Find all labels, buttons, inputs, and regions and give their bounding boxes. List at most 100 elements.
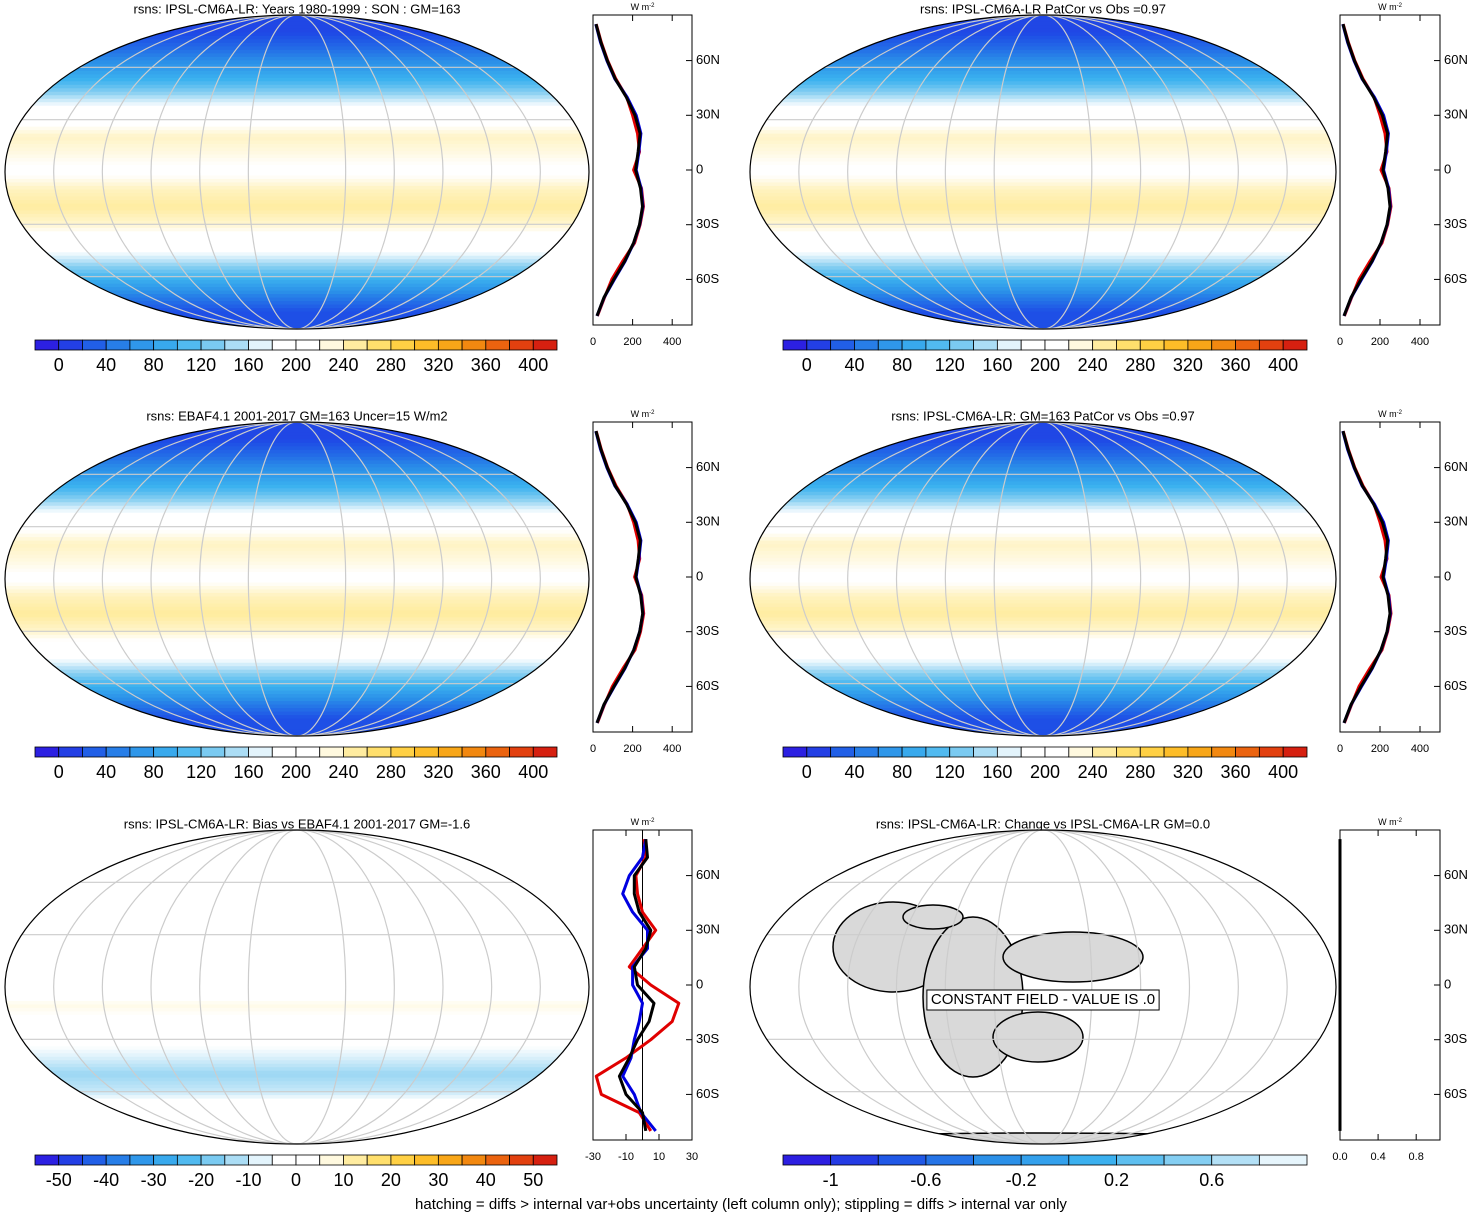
zonal-band xyxy=(750,477,1336,482)
zonal-band xyxy=(5,481,589,486)
land xyxy=(1002,931,1144,983)
zonal-band xyxy=(5,547,589,552)
zonal-band xyxy=(5,1102,589,1107)
zonal-band xyxy=(750,137,1336,142)
zonal-band xyxy=(5,460,589,465)
colorbar-label: -0.6 xyxy=(910,1170,941,1190)
zonal-band xyxy=(750,442,1336,448)
zonal-band xyxy=(5,165,589,170)
zonal-band xyxy=(5,857,589,862)
y-tick-label: 30N xyxy=(1444,922,1468,937)
x-tick-label: 0.8 xyxy=(1409,1151,1424,1163)
zonal-band xyxy=(750,537,1336,542)
unit-label: W m-2 xyxy=(1378,409,1402,419)
unit-exp: -2 xyxy=(649,410,655,416)
zonal-band xyxy=(750,301,1336,306)
colorbar-box xyxy=(390,746,416,758)
x-tick-label: 200 xyxy=(1371,743,1389,755)
x-tick-label: -30 xyxy=(585,1151,601,1163)
zonal-band xyxy=(5,67,589,72)
y-tick-label: 60N xyxy=(1444,52,1468,67)
zonal-band xyxy=(5,585,589,591)
zonal-band xyxy=(750,133,1336,138)
meridian xyxy=(247,830,347,1144)
zonal-band xyxy=(5,56,589,61)
zonal-band xyxy=(5,1095,589,1100)
y-tick-label: 60N xyxy=(1444,459,1468,474)
zonal-band xyxy=(750,481,1336,486)
colorbar-label: 320 xyxy=(1173,762,1203,782)
zonal-band xyxy=(5,477,589,482)
zonal-band xyxy=(5,711,589,716)
zonal-band xyxy=(5,266,589,271)
colorbar-label: 360 xyxy=(471,762,501,782)
zonal-band xyxy=(5,467,589,472)
zonal-band xyxy=(750,502,1336,507)
zonal-band xyxy=(750,297,1336,302)
colorbar-label: 120 xyxy=(935,355,965,375)
colorbar-box xyxy=(58,1154,83,1166)
zonal-band xyxy=(750,694,1336,699)
colorbar-label: 160 xyxy=(234,355,264,375)
zonal-band xyxy=(750,683,1336,688)
zonal-band xyxy=(750,185,1336,191)
zonal-band xyxy=(5,182,589,187)
meridian xyxy=(101,422,493,736)
colorbar-box xyxy=(1020,1154,1070,1166)
zonal-band xyxy=(5,116,589,121)
zonal-band xyxy=(750,579,1336,584)
zonal-band xyxy=(750,422,1336,427)
panel-title: rsns: IPSL-CM6A-LR: Bias vs EBAF4.1 2001… xyxy=(124,816,470,831)
y-tick-label: 0 xyxy=(1444,161,1451,176)
zonal-band xyxy=(750,435,1336,441)
colorbar-label: 50 xyxy=(523,1170,543,1190)
zonal-band xyxy=(750,308,1336,313)
zonal-band xyxy=(5,294,589,299)
zonal-band xyxy=(5,896,589,901)
zonal-band xyxy=(5,474,589,479)
zonal-band xyxy=(5,941,589,946)
zonal-band xyxy=(5,634,589,639)
zonal-band xyxy=(5,715,589,720)
land xyxy=(902,904,964,930)
zonal-band xyxy=(750,63,1336,68)
zonal-band xyxy=(5,697,589,702)
zonal-band xyxy=(5,645,589,650)
zonal-band xyxy=(750,158,1336,163)
colorbar-box xyxy=(414,339,439,351)
zonal-band xyxy=(750,231,1336,236)
colorbar-box xyxy=(1211,1154,1260,1166)
zonal-band xyxy=(5,1053,589,1058)
colorbar-box xyxy=(295,339,321,351)
zonal-band xyxy=(5,830,589,835)
colorbar-label: 40 xyxy=(96,762,116,782)
colorbar-box xyxy=(129,339,155,351)
zonal-band xyxy=(750,561,1336,566)
y-tick-label: 0 xyxy=(1444,568,1451,583)
colorbar-box xyxy=(1139,746,1165,758)
unit-base: W m xyxy=(1378,409,1397,419)
colorbar-box xyxy=(295,746,321,758)
zonal-band xyxy=(750,523,1336,528)
note-box xyxy=(926,989,1160,1011)
x-tick-label: 400 xyxy=(663,336,681,348)
colorbar-box xyxy=(806,746,832,758)
zonal-band xyxy=(750,680,1336,685)
zonal-band xyxy=(750,641,1336,646)
meridian xyxy=(53,830,541,1144)
zonal-band xyxy=(5,864,589,869)
zonal-band xyxy=(750,161,1336,166)
zonal-band xyxy=(5,892,589,897)
map-border xyxy=(749,421,1337,737)
colorbar-box xyxy=(782,1154,832,1166)
zonal-band xyxy=(750,140,1336,145)
zonal-band xyxy=(5,854,589,859)
y-tick-label: 30S xyxy=(696,623,719,638)
colorbar-label: 0 xyxy=(802,762,812,782)
zonal-band xyxy=(750,512,1336,517)
zonal-band xyxy=(5,666,589,671)
zonal-band xyxy=(750,673,1336,678)
zonal-band xyxy=(5,1074,589,1079)
colorbar-box xyxy=(461,1154,487,1166)
zonal-band xyxy=(750,606,1336,611)
